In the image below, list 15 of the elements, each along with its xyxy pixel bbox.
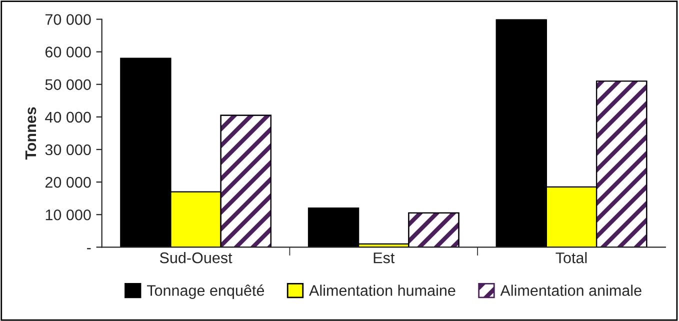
y-axis-title: Tonnes xyxy=(25,107,36,160)
legend-label: Tonnage enquêté xyxy=(146,284,264,299)
y-tick-label: 20 000 xyxy=(45,176,91,188)
y-tick-label: 30 000 xyxy=(45,144,91,156)
y-tick-label: 40 000 xyxy=(45,112,91,123)
y-tick-label: 60 000 xyxy=(45,46,91,58)
x-tick-label: Sud-Ouest xyxy=(160,252,232,264)
x-tick-label: Est xyxy=(374,252,395,264)
y-tick-label: 70 000 xyxy=(45,14,91,25)
y-tick-label: 50 000 xyxy=(45,79,91,90)
legend-label: Alimentation animale xyxy=(500,284,642,296)
legend-label: Alimentation humaine xyxy=(309,284,456,296)
y-tick-label: 10 000 xyxy=(46,209,91,220)
x-tick-label: Total xyxy=(556,252,587,264)
y-tick-label: - xyxy=(87,248,91,250)
